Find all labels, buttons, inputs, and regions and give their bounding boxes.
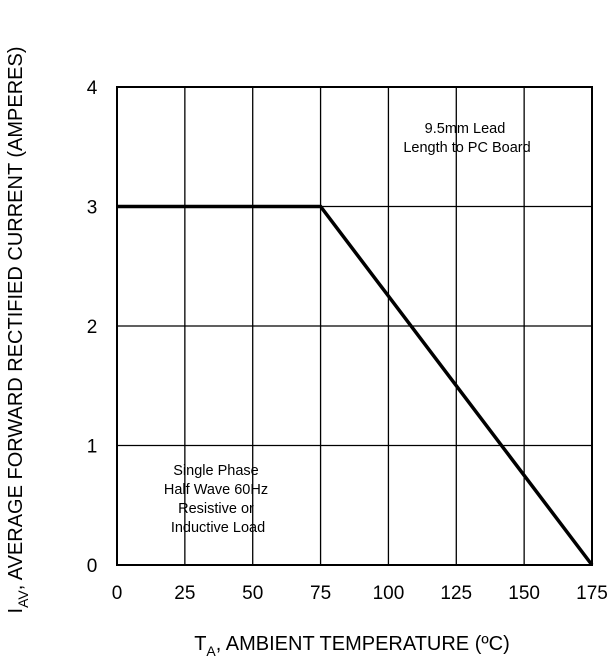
annotation-lead-line-1: 9.5mm Lead (425, 121, 506, 137)
x-tick-label-3: 75 (310, 583, 331, 604)
annotation-lead: 9.5mm Lead Length to PC Board (403, 121, 530, 156)
y-tick-label-2: 2 (87, 317, 98, 338)
series-layer (117, 204, 594, 567)
x-tick-label-0: 0 (112, 583, 123, 604)
x-tick-label-6: 150 (508, 583, 540, 604)
x-tick-labels: 0 25 50 75 100 125 150 175 (112, 583, 608, 604)
series-line-0 (117, 204, 594, 567)
annotation-load-line-4: Inductive Load (171, 520, 265, 536)
y-tick-label-3: 3 (87, 198, 98, 219)
annotation-lead-line-2: Length to PC Board (403, 140, 530, 156)
y-tick-label-4: 4 (87, 78, 98, 99)
annotation-load: Single Phase Half Wave 60Hz Resistive or… (164, 463, 272, 536)
annotation-load-line-1: Single Phase (173, 463, 258, 479)
x-tick-label-4: 100 (373, 583, 405, 604)
x-tick-label-7: 175 (576, 583, 608, 604)
x-axis-title: TA, AMBIENT TEMPERATURE (ºC) (194, 633, 510, 659)
y-tick-label-1: 1 (87, 437, 98, 458)
plot-border (116, 86, 593, 566)
y-tick-label-0: 0 (87, 556, 98, 577)
plot-frame (116, 86, 593, 566)
annotation-load-line-2: Half Wave 60Hz (164, 482, 268, 498)
x-tick-label-1: 25 (174, 583, 195, 604)
annotation-load-line-3: Resistive or (178, 501, 254, 517)
y-tick-labels: 0 1 2 3 4 (87, 78, 98, 577)
y-axis-title: IAV, AVERAGE FORWARD RECTIFIED CURRENT (… (5, 47, 31, 614)
x-tick-label-2: 50 (242, 583, 263, 604)
x-tick-label-5: 125 (440, 583, 472, 604)
